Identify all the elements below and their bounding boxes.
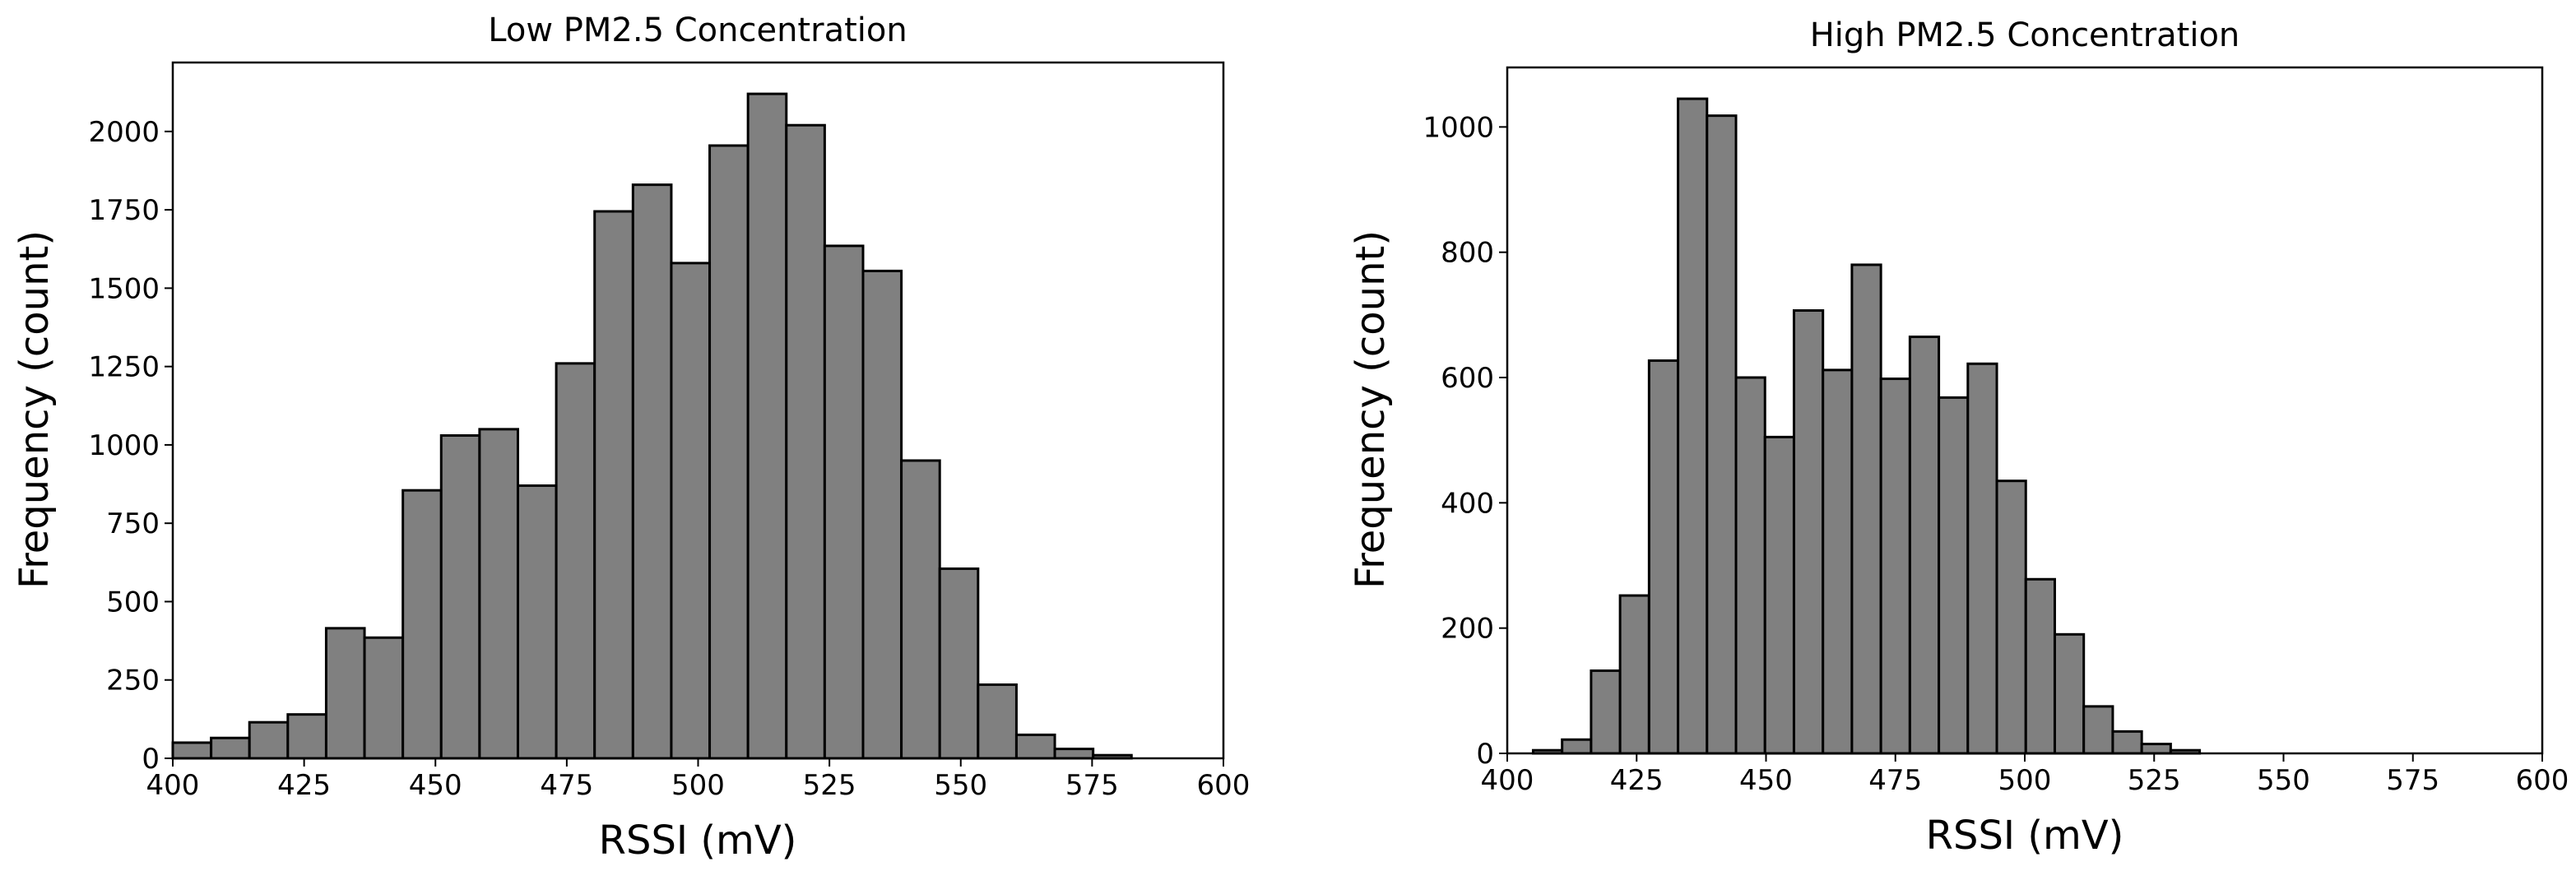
x-tick-label: 550 bbox=[934, 769, 987, 802]
histogram-bar bbox=[1590, 669, 1622, 755]
x-tick-label: 400 bbox=[1481, 764, 1534, 797]
x-tick-label: 400 bbox=[146, 769, 200, 802]
y-tick-label: 2000 bbox=[88, 116, 160, 149]
histogram-bar bbox=[1966, 362, 1998, 755]
y-tick-label: 400 bbox=[1441, 487, 1494, 520]
y-tick-label: 0 bbox=[1476, 738, 1494, 771]
y-tick-label: 250 bbox=[106, 665, 160, 697]
histogram-bar bbox=[785, 123, 826, 760]
x-axis-label: RSSI (mV) bbox=[599, 818, 797, 864]
histogram-bar bbox=[1647, 359, 1680, 755]
histogram-bar bbox=[631, 183, 673, 760]
histogram-bar bbox=[1908, 336, 1941, 755]
histogram-bar bbox=[746, 92, 788, 760]
histogram-bar bbox=[1850, 263, 1882, 755]
histogram-bar bbox=[1734, 376, 1766, 755]
histogram-bar bbox=[1677, 97, 1709, 755]
y-tick-label: 1000 bbox=[1423, 111, 1494, 144]
histogram-bar bbox=[1618, 594, 1650, 755]
histogram-bar bbox=[2024, 577, 2056, 755]
histogram-bar bbox=[861, 269, 903, 760]
ticks: 400 425 450 475 500 525 550 575 600 0 250 500 750 100… bbox=[88, 116, 1250, 802]
chart-title: High PM2.5 Concentration bbox=[1810, 16, 2240, 54]
y-tick-label: 1500 bbox=[88, 272, 160, 305]
histogram-bar bbox=[938, 567, 980, 760]
histogram-bar bbox=[555, 362, 596, 760]
histogram-bar bbox=[1706, 114, 1738, 755]
y-tick-label: 800 bbox=[1441, 237, 1494, 270]
x-tick-label: 600 bbox=[1197, 769, 1251, 802]
histogram-bar bbox=[286, 713, 327, 760]
histogram-bar bbox=[1763, 435, 1795, 755]
histogram-bar bbox=[516, 484, 558, 760]
x-tick-label: 475 bbox=[540, 769, 593, 802]
x-tick-label: 575 bbox=[2386, 764, 2439, 797]
histogram-bar bbox=[708, 144, 750, 760]
histogram-high-pm25: High PM2.5 Concentration RSSI (mV) Frequ… bbox=[1348, 16, 2569, 859]
y-tick-label: 1250 bbox=[88, 351, 160, 384]
histogram-bar bbox=[324, 627, 366, 760]
histogram-bar bbox=[900, 459, 941, 760]
bars bbox=[1531, 97, 2202, 755]
plot-frame bbox=[171, 61, 1225, 760]
x-tick-label: 500 bbox=[1998, 764, 2052, 797]
histogram-bar bbox=[977, 683, 1018, 760]
x-tick-label: 425 bbox=[1610, 764, 1664, 797]
histogram-bar bbox=[1879, 378, 1911, 755]
x-tick-label: 450 bbox=[1739, 764, 1793, 797]
histogram-bar bbox=[2053, 632, 2086, 755]
histogram-bar bbox=[1822, 368, 1854, 755]
histogram-bar bbox=[1014, 733, 1056, 760]
x-tick-label: 450 bbox=[409, 769, 462, 802]
bars bbox=[171, 92, 1133, 760]
x-tick-label: 550 bbox=[2257, 764, 2310, 797]
y-tick-label: 0 bbox=[142, 743, 160, 776]
histogram-bar bbox=[1995, 480, 2027, 755]
histogram-bar bbox=[1561, 738, 1593, 755]
y-tick-label: 200 bbox=[1441, 613, 1494, 646]
histogram-bar bbox=[823, 244, 865, 760]
histogram-bar bbox=[2082, 705, 2114, 755]
histogram-bar bbox=[2111, 730, 2143, 755]
histogram-bar bbox=[210, 736, 251, 760]
plot-frame bbox=[1506, 66, 2544, 755]
histogram-bar bbox=[1053, 748, 1095, 760]
histogram-bar bbox=[670, 262, 712, 760]
histogram-bar bbox=[401, 489, 443, 760]
y-axis-label: Frequency (count) bbox=[1348, 230, 1394, 589]
ticks: 400 425 450 475 500 525 550 575 600 0 200 400 600 800… bbox=[1423, 111, 2569, 797]
x-tick-label: 500 bbox=[671, 769, 725, 802]
x-tick-label: 475 bbox=[1868, 764, 1922, 797]
y-tick-label: 750 bbox=[106, 507, 160, 540]
y-tick-label: 500 bbox=[106, 586, 160, 619]
x-tick-label: 525 bbox=[2128, 764, 2181, 797]
histogram-low-pm25: Low PM2.5 Concentration RSSI (mV) Freque… bbox=[12, 12, 1250, 864]
x-tick-label: 600 bbox=[2516, 764, 2569, 797]
histogram-bar bbox=[171, 741, 213, 760]
x-tick-label: 425 bbox=[277, 769, 331, 802]
histogram-bar bbox=[478, 428, 519, 760]
y-tick-label: 600 bbox=[1441, 362, 1494, 395]
y-axis-label: Frequency (count) bbox=[12, 230, 58, 589]
histogram-bar bbox=[363, 636, 405, 760]
x-tick-label: 575 bbox=[1065, 769, 1119, 802]
y-tick-label: 1750 bbox=[88, 194, 160, 227]
y-tick-label: 1000 bbox=[88, 429, 160, 462]
histogram-bar bbox=[2140, 743, 2172, 755]
histogram-bar bbox=[1792, 309, 1825, 755]
x-tick-label: 525 bbox=[803, 769, 856, 802]
x-axis-label: RSSI (mV) bbox=[1926, 813, 2124, 859]
histogram-bar bbox=[593, 210, 634, 760]
chart-title: Low PM2.5 Concentration bbox=[488, 12, 907, 49]
histogram-bar bbox=[1938, 396, 1970, 755]
histogram-bar bbox=[439, 433, 481, 760]
histogram-bar bbox=[248, 720, 290, 760]
